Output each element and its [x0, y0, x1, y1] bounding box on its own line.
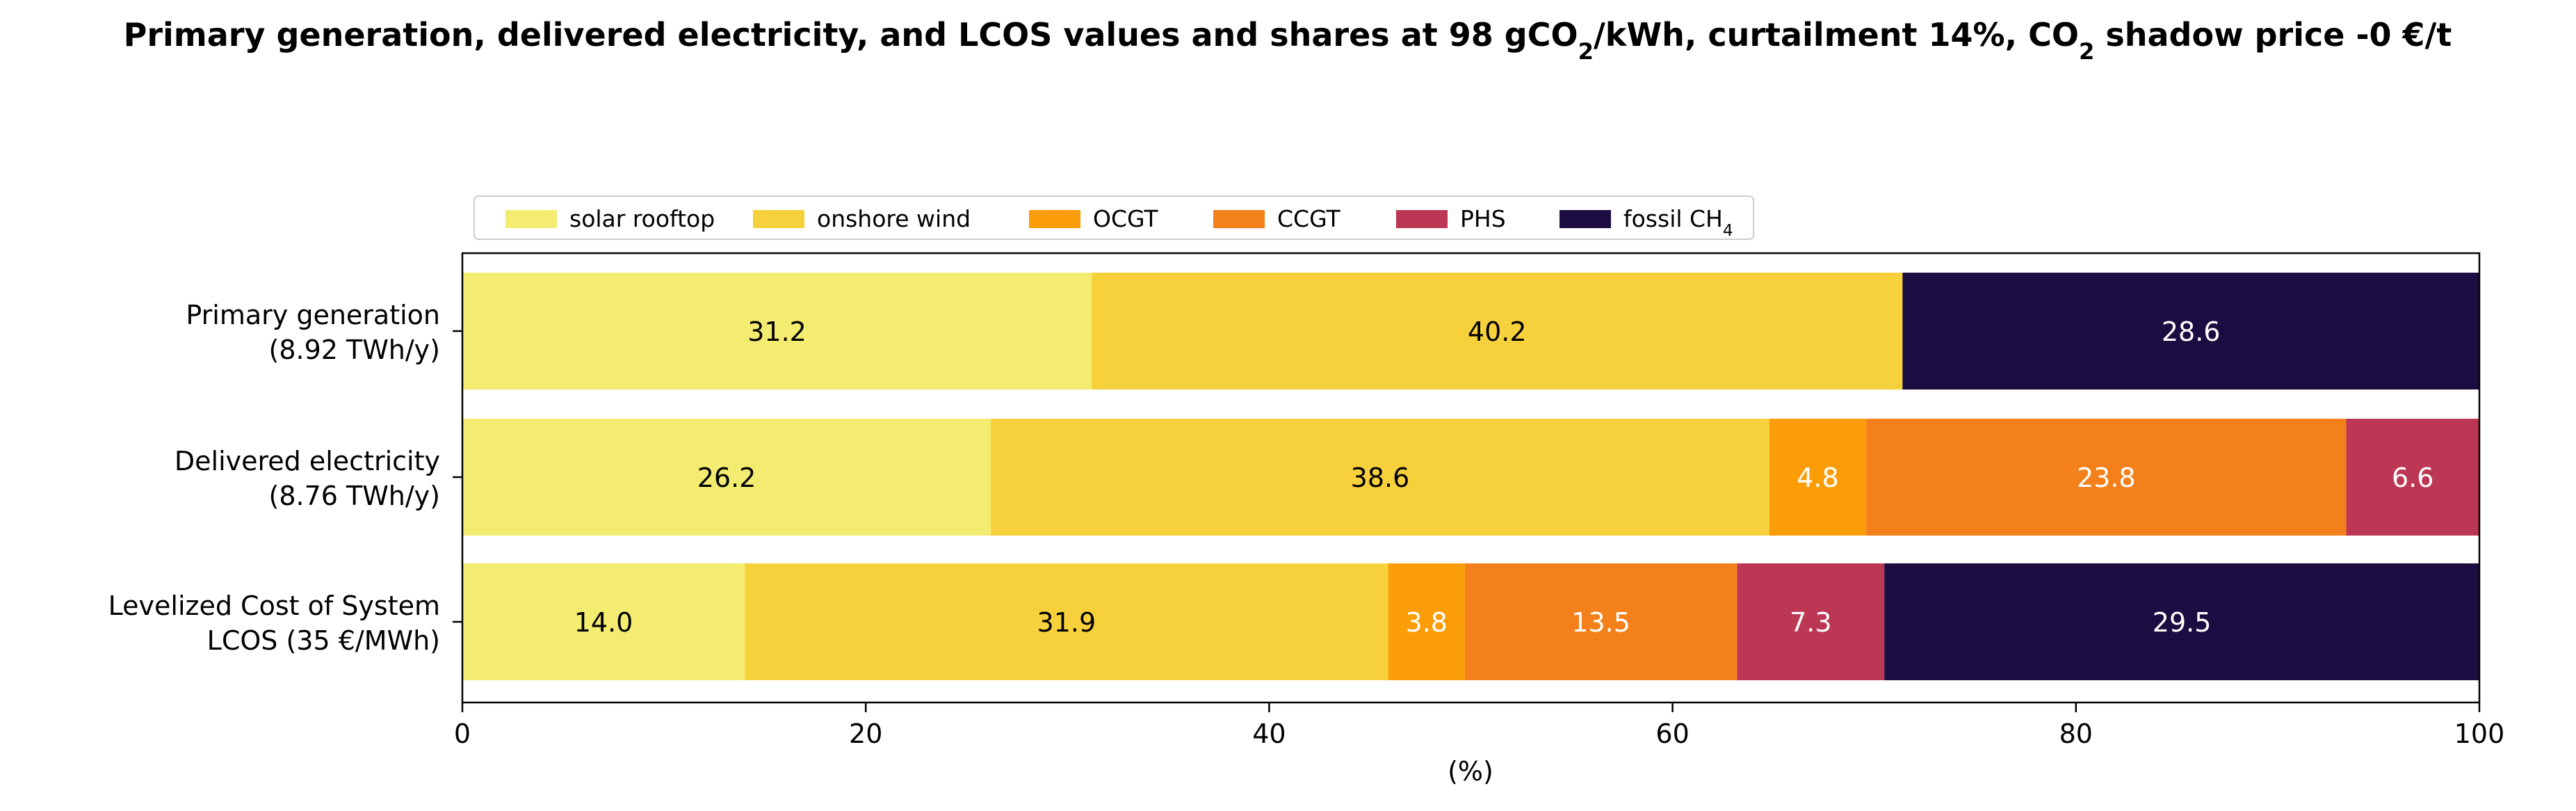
bar-lcos-ocgt [1388, 563, 1465, 680]
chart-title: Primary generation, delivered electricit… [124, 16, 2452, 65]
legend-swatch-ccgt [1213, 210, 1265, 228]
data-label-lcos-ch4: 29.5 [2153, 607, 2212, 638]
bar-delivered-ccgt [1866, 419, 2347, 536]
text-run: fossil CH [1623, 205, 1723, 232]
text-run: PHS [1460, 205, 1506, 232]
data-label-lcos-wind: 31.9 [1037, 607, 1096, 638]
x-tick-label: 40 [1252, 718, 1286, 749]
data-label-delivered-phs: 6.6 [2392, 463, 2433, 493]
text-run: solar rooftop [569, 205, 715, 232]
legend-label-ccgt: CCGT [1277, 205, 1340, 232]
legend: solar rooftop onshore wind OCGT CCGT PHS foss… [473, 195, 1754, 240]
text-run: CCGT [1277, 205, 1340, 232]
bar-primary-solar [462, 273, 1092, 390]
x-axis-label: (%) [1448, 756, 1493, 787]
bar-delivered-ocgt [1769, 419, 1867, 536]
legend-label-phs: PHS [1460, 205, 1506, 232]
legend-swatch-phs [1396, 210, 1448, 228]
legend-swatch-ch4 [1560, 210, 1611, 228]
data-label-primary-ch4: 28.6 [2162, 316, 2221, 347]
text-run: onshore wind [817, 205, 971, 232]
data-label-primary-solar: 31.2 [747, 316, 807, 347]
y-tick-label-primary: Primary generation [186, 300, 440, 330]
legend-swatch-solar [505, 210, 557, 228]
y-axis: Primary generation (8.92 TWh/y) Delivered … [108, 300, 462, 656]
legend-frame [473, 195, 1754, 240]
bar-lcos-phs [1737, 563, 1885, 680]
data-label-lcos-phs: 7.3 [1790, 607, 1831, 638]
data-label-primary-wind: 40.2 [1468, 316, 1527, 347]
legend-label-solar: solar rooftop [569, 205, 715, 232]
data-label-delivered-ocgt: 4.8 [1797, 463, 1838, 493]
y-tick-label-delivered: (8.76 TWh/y) [269, 481, 441, 511]
subscript: 4 [1723, 222, 1733, 240]
bar-delivered-phs [2346, 419, 2479, 536]
data-label-lcos-solar: 14.0 [574, 607, 633, 638]
legend-label-wind: onshore wind [817, 205, 971, 232]
x-tick-label: 60 [1655, 718, 1689, 749]
bar-lcos-ch4 [1884, 563, 2479, 680]
bar-primary-wind [1092, 273, 1903, 390]
bars [462, 273, 2479, 680]
bar-lcos-wind [745, 563, 1388, 680]
subscript: 2 [1578, 38, 1594, 65]
text-run: shadow price -0 €/t [2094, 16, 2452, 54]
bar-labels: 31.2 40.2 28.6 26.2 38.6 4.8 23.8 6.6 14.0 31.9 3.… [574, 316, 2434, 638]
bar-delivered-wind [991, 419, 1769, 536]
text-run: Primary generation, delivered electricit… [124, 16, 1578, 54]
legend-label-ocgt: OCGT [1093, 205, 1158, 232]
bar-lcos-solar [462, 563, 745, 680]
legend-label-ch4: fossil CH4 [1623, 205, 1733, 240]
data-label-lcos-ccgt: 13.5 [1571, 607, 1630, 638]
y-tick-label-primary: (8.92 TWh/y) [269, 335, 441, 365]
bar-delivered-solar [462, 419, 991, 536]
x-tick-label: 20 [849, 718, 882, 749]
y-tick-label-lcos: LCOS (35 €/MWh) [207, 625, 440, 656]
data-label-delivered-wind: 38.6 [1351, 463, 1410, 493]
text-run: /kWh, curtailment 14%, CO [1594, 16, 2079, 54]
data-label-delivered-solar: 26.2 [697, 463, 756, 493]
data-label-delivered-ccgt: 23.8 [2077, 463, 2136, 493]
text-run: OCGT [1093, 205, 1158, 232]
legend-swatch-ocgt [1029, 210, 1080, 228]
x-tick-label: 0 [454, 718, 471, 749]
legend-swatch-wind [753, 210, 804, 228]
data-label-lcos-ocgt: 3.8 [1405, 607, 1447, 638]
y-tick-label-lcos: Levelized Cost of System [108, 591, 440, 621]
x-tick-label: 100 [2454, 718, 2505, 749]
subscript: 2 [2079, 38, 2094, 65]
bar-primary-ch4 [1902, 273, 2479, 390]
x-axis: 0 20 40 60 80 100 [454, 702, 2504, 749]
x-tick-label: 80 [2059, 718, 2093, 749]
bar-lcos-ccgt [1464, 563, 1737, 680]
y-tick-label-delivered: Delivered electricity [175, 446, 440, 476]
